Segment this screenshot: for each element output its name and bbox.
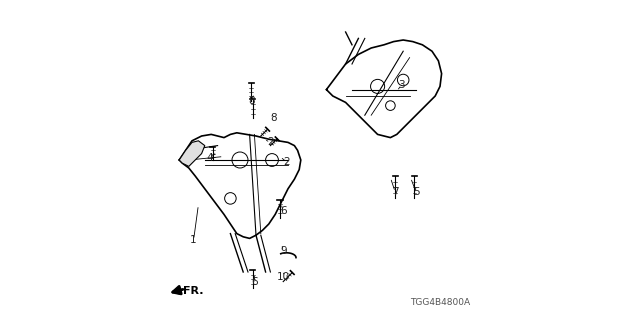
Text: 2: 2 xyxy=(267,137,274,148)
Circle shape xyxy=(385,101,396,110)
Text: 8: 8 xyxy=(270,113,277,124)
Polygon shape xyxy=(179,141,205,166)
Circle shape xyxy=(397,74,409,86)
Text: 3: 3 xyxy=(398,80,405,90)
Circle shape xyxy=(225,193,236,204)
Circle shape xyxy=(371,79,385,93)
Text: 7: 7 xyxy=(392,187,399,197)
Text: 5: 5 xyxy=(413,187,419,197)
Text: 4: 4 xyxy=(206,153,213,164)
Text: FR.: FR. xyxy=(183,285,204,296)
Text: 6: 6 xyxy=(251,277,258,287)
Circle shape xyxy=(266,154,278,166)
Text: 9: 9 xyxy=(280,246,287,256)
Text: TGG4B4800A: TGG4B4800A xyxy=(410,298,470,307)
Text: 2: 2 xyxy=(283,156,290,167)
Text: 6: 6 xyxy=(280,206,287,216)
Circle shape xyxy=(232,152,248,168)
Text: 8: 8 xyxy=(248,96,255,106)
Text: 10: 10 xyxy=(276,272,290,282)
Text: 1: 1 xyxy=(190,235,197,245)
